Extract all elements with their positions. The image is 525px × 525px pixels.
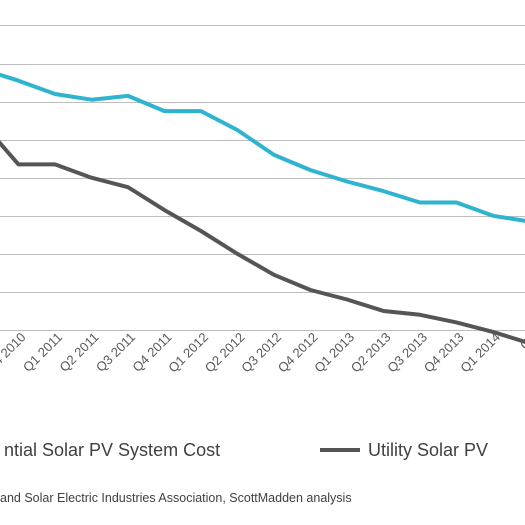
x-tick-label: Q1 2011 [20,330,65,375]
x-tick-label: Q2 2011 [56,330,101,375]
x-tick-label: Q2 [517,330,525,353]
series-lines [0,72,525,344]
legend-label-utility: Utility Solar PV [368,440,488,460]
utility-series-line [0,140,525,344]
legend: ntial Solar PV System Cost Utility Solar … [4,440,488,460]
x-tick-label: Q1 2014 [457,330,503,376]
x-tick-label: Q3 2011 [93,330,138,375]
grid [0,25,525,331]
source-note: and Solar Electric Industries Associatio… [0,491,352,505]
legend-label-residential: ntial Solar PV System Cost [4,440,220,460]
residential-series-line [0,72,525,223]
